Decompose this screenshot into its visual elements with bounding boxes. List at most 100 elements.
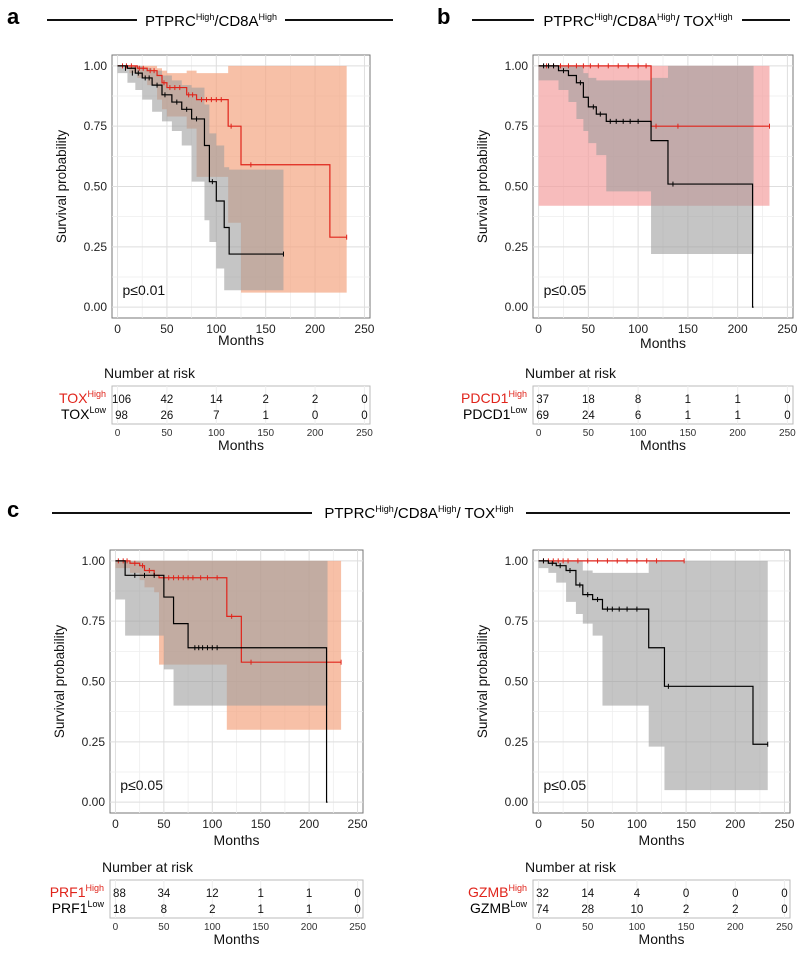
- risk-count: 74: [536, 904, 549, 916]
- panel-label-c: c: [7, 497, 19, 522]
- risk-table-title: Number at risk: [102, 859, 194, 875]
- risk-table-frame: [111, 385, 371, 425]
- x-tick-label: 0: [112, 817, 119, 831]
- x-axis-label: Months: [218, 332, 264, 348]
- risk-x-tick-label: 100: [630, 428, 647, 439]
- survival-curve-high: [117, 65, 347, 238]
- risk-count: 18: [582, 394, 595, 406]
- risk-x-tick-label: 150: [680, 428, 697, 439]
- risk-x-tick-label: 200: [727, 922, 744, 933]
- risk-row-label-sup: High: [508, 883, 527, 893]
- x-tick-label: 0: [535, 322, 542, 336]
- y-tick-label: 1.00: [505, 554, 529, 568]
- risk-count: 2: [312, 394, 318, 406]
- risk-x-tick-label: 50: [161, 428, 173, 439]
- x-tick-label: 100: [628, 322, 648, 336]
- y-tick-label: 0.00: [505, 795, 529, 809]
- x-tick-label: 50: [160, 322, 174, 336]
- risk-row-label-high: PRF1High: [50, 883, 104, 900]
- y-tick-label: 0.25: [505, 240, 529, 254]
- risk-count: 0: [784, 394, 790, 406]
- risk-count: 98: [115, 410, 128, 422]
- x-tick-label: 0: [535, 817, 542, 831]
- risk-count: 0: [683, 888, 689, 900]
- risk-count: 14: [581, 888, 594, 900]
- risk-row-label-high: TOXHigh: [59, 389, 106, 406]
- risk-count: 4: [634, 888, 641, 900]
- risk-count: 1: [262, 410, 268, 422]
- risk-row-label-low: PDCD1Low: [463, 405, 527, 422]
- risk-row-label-sup: Low: [510, 405, 527, 415]
- risk-table-frame: [532, 879, 791, 919]
- risk-row-label-low: TOXLow: [61, 405, 107, 422]
- risk-row-label-base: PDCD1: [463, 406, 511, 422]
- x-tick-label: 150: [678, 322, 698, 336]
- risk-x-tick-label: 200: [307, 428, 324, 439]
- risk-row-label-sup: Low: [89, 405, 106, 415]
- header-c-title: PTPRCHigh/CD8AHigh/ TOXHigh: [324, 504, 513, 522]
- risk-row-label-base: GZMB: [468, 884, 508, 900]
- risk-count: 12: [206, 888, 219, 900]
- risk-count: 7: [213, 410, 219, 422]
- risk-x-tick-label: 0: [536, 922, 542, 933]
- y-tick-label: 1.00: [84, 59, 108, 73]
- p-value-annotation: p≤0.01: [122, 282, 165, 298]
- risk-x-tick-label: 200: [729, 428, 746, 439]
- risk-x-axis-label: Months: [640, 437, 686, 453]
- charts-root: 0 50 100 150 200 2500.000.250.500.751.00Month…: [50, 54, 798, 947]
- risk-table-frame: [109, 879, 364, 919]
- x-tick-label: 200: [299, 817, 319, 831]
- y-tick-label: 0.25: [84, 240, 108, 254]
- risk-count: 0: [781, 904, 787, 916]
- km-chart-a: 0 50 100 150 200 2500.000.250.500.751.00Month…: [54, 54, 375, 453]
- y-tick-label: 0.50: [82, 675, 106, 689]
- risk-count: 1: [306, 904, 312, 916]
- risk-row-label-low: PRF1Low: [52, 899, 105, 916]
- risk-x-tick-label: 200: [301, 922, 318, 933]
- y-tick-label: 0.00: [82, 795, 106, 809]
- risk-count: 28: [581, 904, 594, 916]
- survival-curve-low: [115, 560, 328, 803]
- risk-count: 0: [354, 888, 360, 900]
- risk-row-label-high: GZMBHigh: [468, 883, 527, 900]
- y-axis-label: Survival probability: [475, 130, 490, 244]
- y-tick-label: 0.50: [505, 675, 529, 689]
- risk-count: 24: [582, 410, 595, 422]
- x-tick-label: 150: [256, 322, 276, 336]
- panel-label-a: a: [7, 4, 20, 29]
- risk-count: 0: [781, 888, 787, 900]
- risk-count: 2: [262, 394, 268, 406]
- risk-count: 1: [734, 394, 740, 406]
- x-tick-label: 200: [305, 322, 325, 336]
- risk-table-title: Number at risk: [525, 859, 617, 875]
- risk-x-axis-label: Months: [639, 931, 685, 947]
- risk-row-label-base: TOX: [59, 390, 88, 406]
- risk-count: 106: [112, 394, 131, 406]
- risk-x-tick-label: 150: [252, 922, 269, 933]
- risk-count: 32: [536, 888, 549, 900]
- risk-count: 2: [683, 904, 689, 916]
- risk-x-tick-label: 0: [536, 428, 542, 439]
- risk-count: 18: [113, 904, 126, 916]
- risk-row-label-sup: Low: [510, 899, 527, 909]
- y-axis-label: Survival probability: [54, 130, 69, 244]
- x-tick-label: 0: [114, 322, 121, 336]
- x-tick-label: 150: [251, 817, 271, 831]
- header-b-title: PTPRCHigh/CD8AHigh/ TOXHigh: [543, 12, 732, 30]
- risk-count: 8: [161, 904, 167, 916]
- x-tick-label: 50: [581, 817, 595, 831]
- risk-count: 26: [161, 410, 174, 422]
- risk-row-label-high: PDCD1High: [461, 389, 527, 406]
- risk-x-tick-label: 100: [629, 922, 646, 933]
- km-chart-c2: 0 50 100 150 200 2500.000.250.500.751.00Month…: [468, 549, 795, 947]
- risk-x-axis-label: Months: [214, 931, 260, 947]
- x-axis-label: Months: [639, 832, 685, 848]
- risk-count: 0: [354, 904, 360, 916]
- risk-count: 0: [361, 394, 367, 406]
- risk-count: 69: [536, 410, 549, 422]
- risk-row-label-base: PRF1: [50, 884, 86, 900]
- risk-x-axis-label: Months: [218, 437, 264, 453]
- y-tick-label: 1.00: [82, 554, 106, 568]
- risk-count: 1: [258, 904, 264, 916]
